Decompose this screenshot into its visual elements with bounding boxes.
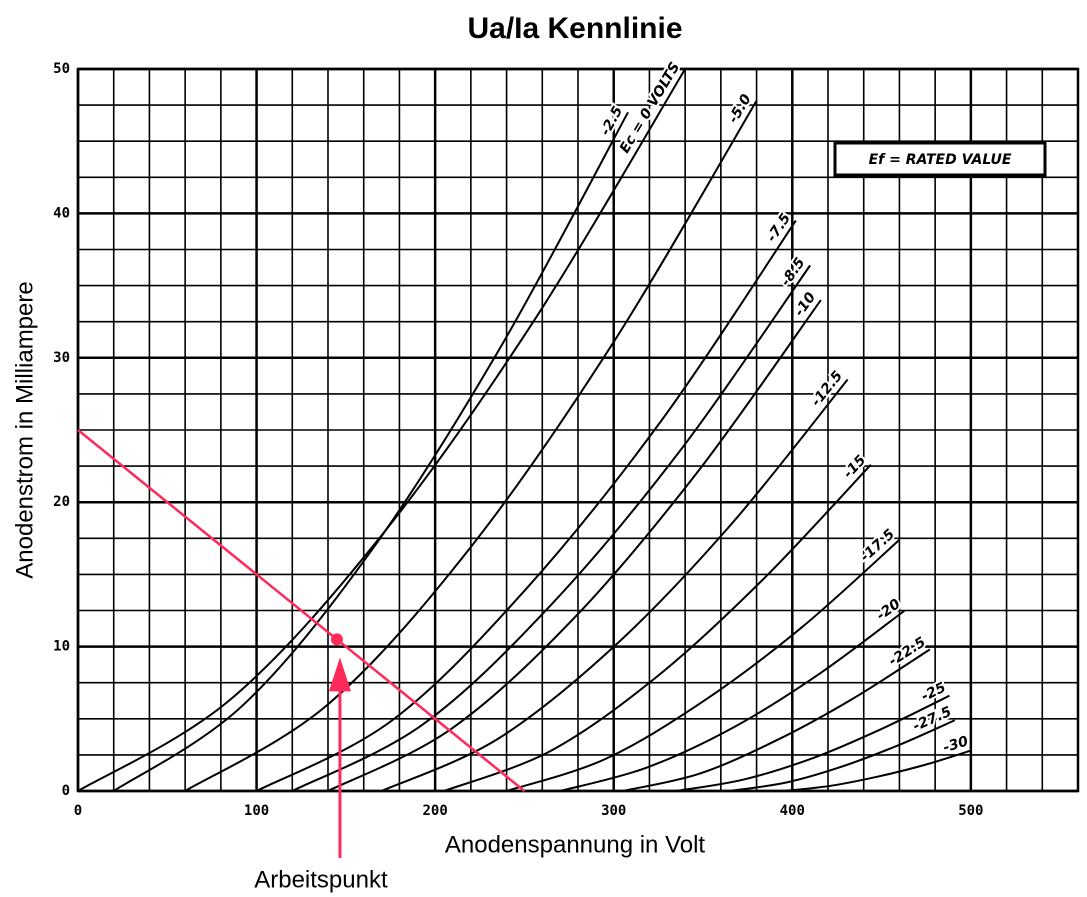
curve-label: -10	[791, 289, 819, 319]
y-tick-label: 50	[53, 61, 70, 77]
load-line	[77, 429, 526, 792]
curve	[622, 648, 931, 792]
y-tick-label: 0	[62, 783, 70, 799]
x-axis-label: Anodenspannung in Volt	[445, 831, 706, 858]
x-tick-label: 100	[244, 803, 269, 819]
curve	[77, 68, 687, 792]
curve	[783, 749, 972, 792]
annotation: Arbeitspunkt	[254, 866, 388, 893]
curve	[506, 538, 901, 792]
curve-label: -7.5	[764, 210, 794, 245]
note: Ef = RATED VALUE	[869, 152, 1012, 168]
operating-point	[330, 633, 343, 646]
curve	[184, 100, 758, 792]
x-tick-label: 500	[958, 803, 983, 819]
x-tick-label: 400	[780, 803, 805, 819]
curve	[291, 264, 811, 792]
x-tick-label: 0	[74, 803, 82, 819]
y-tick-label: 20	[53, 494, 70, 510]
curve	[729, 719, 956, 792]
chart-title: Ua/Ia Kennlinie	[467, 12, 682, 45]
y-axis-label: Anodenstrom in Milliampere	[11, 281, 38, 578]
curve-label: -2.5	[598, 104, 627, 139]
y-tick-label: 30	[53, 350, 70, 366]
note-box	[833, 141, 1047, 177]
curve	[443, 463, 872, 792]
curve	[381, 378, 849, 792]
curve	[256, 220, 797, 792]
x-tick-label: 200	[422, 803, 447, 819]
curve-label: -15	[840, 452, 869, 482]
curve-label: -5.0	[725, 91, 754, 126]
curve	[113, 111, 629, 792]
curve-label: -8.5	[778, 255, 809, 289]
y-tick-label: 40	[53, 205, 70, 221]
curve	[559, 609, 906, 792]
curve	[327, 299, 822, 792]
x-tick-label: 300	[601, 803, 626, 819]
y-tick-label: 10	[53, 639, 70, 655]
curve	[676, 694, 950, 792]
arrow-head	[328, 657, 351, 692]
